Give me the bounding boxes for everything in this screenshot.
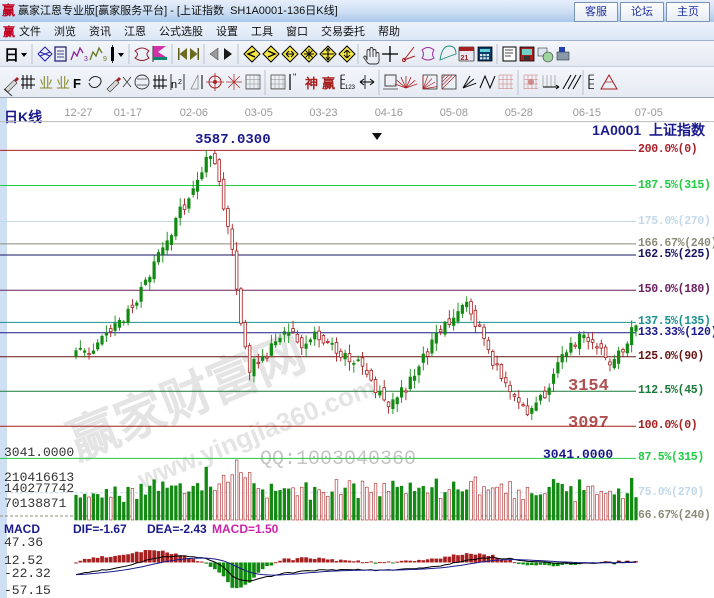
- svg-text:123: 123: [345, 85, 356, 91]
- svg-text:9: 9: [103, 56, 107, 63]
- svg-text:21: 21: [461, 55, 469, 62]
- svg-text:n: n: [171, 79, 177, 91]
- svg-text:业: 业: [39, 75, 53, 91]
- svg-text:F: F: [73, 76, 81, 91]
- svg-text:2: 2: [178, 79, 182, 86]
- svg-text:日: 日: [4, 47, 19, 64]
- svg-text:3: 3: [84, 56, 88, 63]
- svg-text:赢: 赢: [322, 76, 335, 91]
- svg-text:业: 业: [56, 75, 70, 91]
- svg-text:": ": [293, 72, 296, 82]
- svg-text:神: 神: [305, 76, 318, 91]
